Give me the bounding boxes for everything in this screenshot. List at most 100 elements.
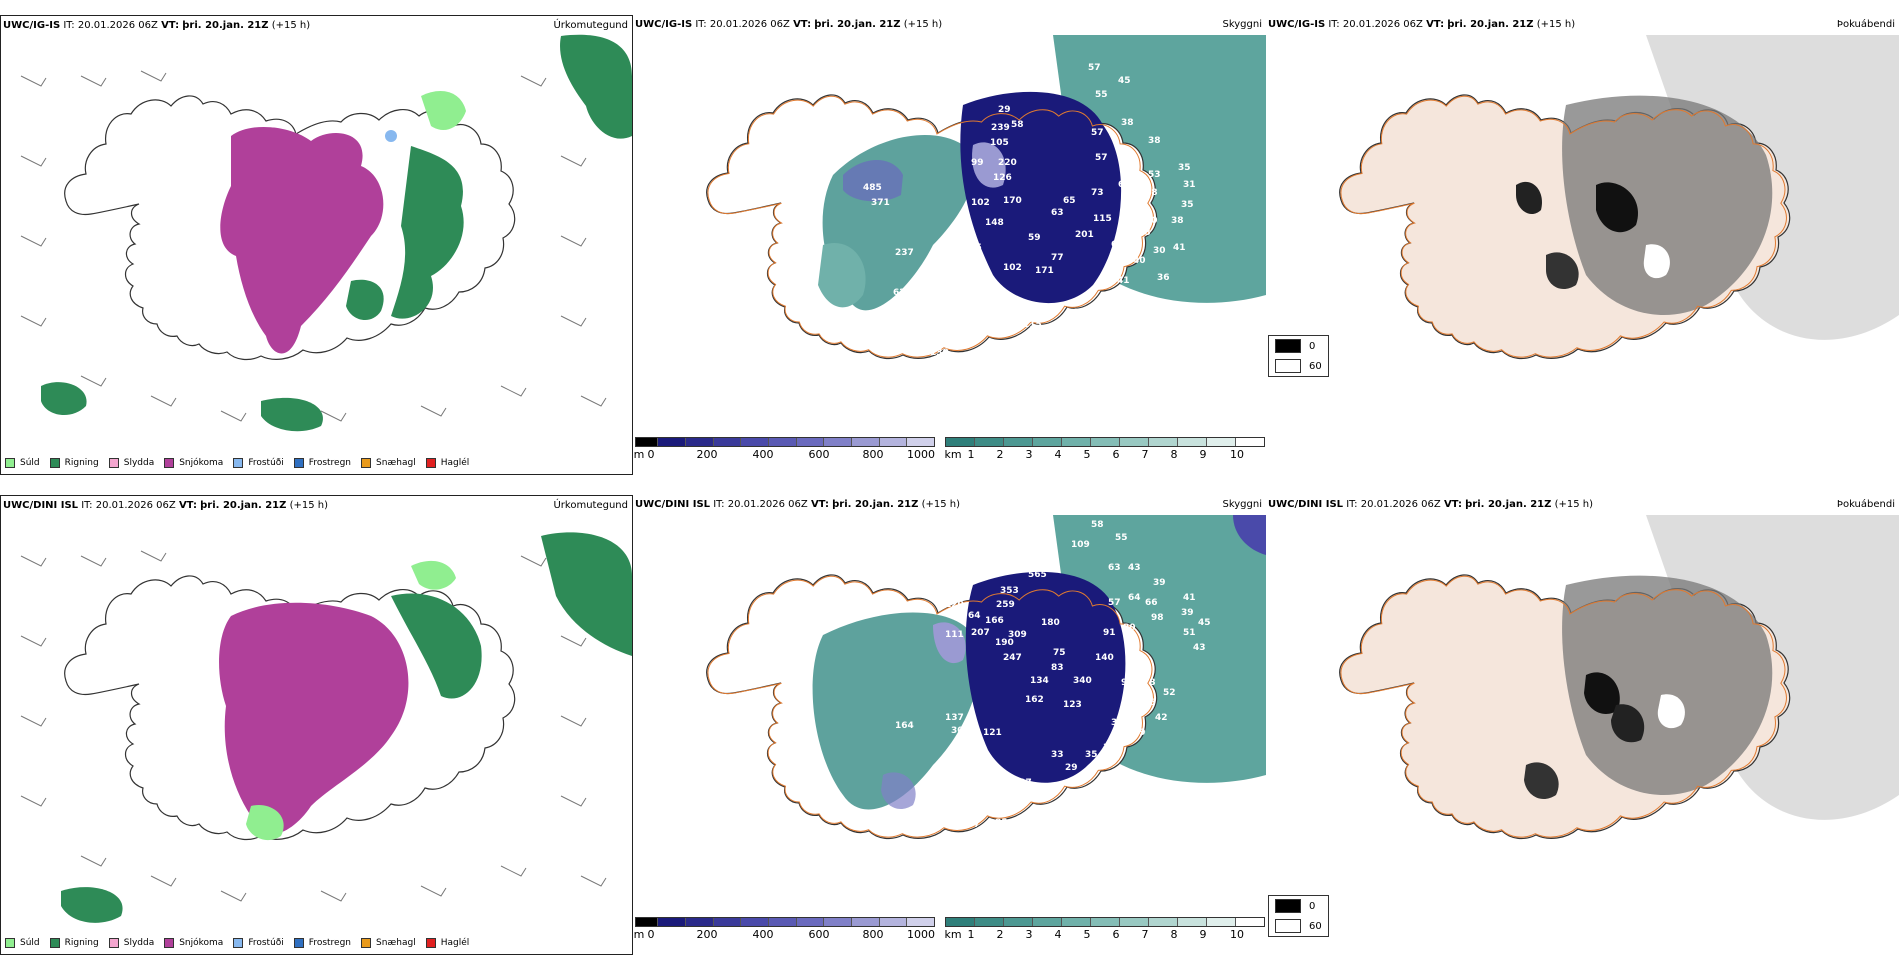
ceiling-label: 39	[1181, 608, 1194, 618]
scale-swatch	[907, 918, 935, 926]
scale-swatch	[852, 918, 880, 926]
scale-swatch	[1207, 438, 1236, 446]
ceiling-label: 38	[1171, 216, 1184, 226]
ceiling-label: 35	[1085, 750, 1098, 760]
ceiling-scale-bar	[635, 917, 935, 927]
scale-tick: 8	[1170, 448, 1178, 461]
scale-swatch	[796, 918, 825, 926]
ceiling-label: 485	[863, 183, 882, 193]
scale-swatch	[879, 918, 908, 926]
legend-swatch	[425, 458, 436, 468]
ceiling-label: 137	[945, 713, 964, 723]
ceiling-label: 35	[1181, 200, 1194, 210]
ceiling-label: 55	[1095, 90, 1108, 100]
scale-tick: 8	[1170, 928, 1178, 941]
legend-swatch	[108, 938, 119, 948]
ceiling-scale-bar	[635, 437, 935, 447]
scale-swatch	[975, 438, 1004, 446]
ceiling-label: 102	[971, 198, 990, 208]
scale-swatch	[975, 918, 1004, 926]
ceiling-label: 285	[963, 243, 982, 253]
legend-swatch	[233, 458, 244, 468]
fog-legend: 0 60	[1268, 895, 1329, 937]
visibility-colorbar: km 1 2 3 4 5 6 7 8 9 10	[944, 437, 1265, 461]
ceiling-labels: 57 45 55 38 57 38 57 48 53 35 31 73 67 6…	[863, 63, 1196, 393]
ceiling-label: 46	[1066, 308, 1079, 318]
ceiling-label: 58	[1011, 120, 1024, 130]
scale-swatch	[824, 438, 853, 446]
legend-swatch	[108, 458, 119, 468]
scale-swatch	[713, 918, 742, 926]
scale-tick: 4	[1054, 448, 1062, 461]
ceiling-label: 123	[1063, 700, 1082, 710]
ceiling-label: 107	[1001, 800, 1020, 810]
scale-tick: 5	[1083, 448, 1091, 461]
panel-title: Þokuábendi	[1836, 499, 1895, 510]
panel-title: Skyggni	[1222, 19, 1262, 30]
ceiling-label: 43	[1128, 563, 1141, 573]
clouds-map: 58 109 55 63 43 39 41 57 64 66 98 39 45 …	[706, 515, 1266, 876]
legend-item: Haglél	[425, 458, 469, 468]
ceiling-label: 43	[1193, 643, 1206, 653]
panel-header: UWC/DINI ISL IT: 20.01.2026 06Z VT: þri.…	[1268, 499, 1594, 510]
scale-swatch	[1120, 918, 1149, 926]
panel-header: UWC/IG-IS IT: 20.01.2026 06Z VT: þri. 20…	[1268, 19, 1576, 30]
scale-tick: 800	[862, 448, 884, 461]
ceiling-label: 29	[1065, 763, 1078, 773]
scale-tick: 3	[1025, 928, 1033, 941]
ceiling-label: 85	[995, 818, 1008, 828]
scale-swatch	[879, 438, 908, 446]
ceiling-label: 99	[971, 158, 984, 168]
scale-tick: 9	[1199, 928, 1207, 941]
scale-swatch	[796, 438, 825, 446]
scale-swatch	[658, 918, 686, 926]
scale-swatch	[769, 438, 797, 446]
panel-header: UWC/IG-IS IT: 20.01.2026 06Z VT: þri. 20…	[3, 20, 311, 31]
ceiling-label: 36	[1157, 273, 1170, 283]
legend-item: Snæhagl	[361, 458, 416, 468]
fog-map	[1339, 515, 1899, 840]
ceiling-label: 111	[913, 866, 932, 876]
scale-swatch	[1149, 918, 1178, 926]
ceiling-label: 247	[1003, 653, 1022, 663]
scale-swatch	[1149, 438, 1178, 446]
ceiling-label: 65	[1063, 196, 1076, 206]
ceiling-label: 309	[1008, 630, 1027, 640]
scale-tick: 0	[647, 928, 655, 941]
ceiling-label: 180	[1041, 618, 1060, 628]
ceiling-label: 140	[1095, 653, 1114, 663]
scale-swatch	[946, 438, 975, 446]
ceiling-label: 171	[1035, 266, 1054, 276]
ceiling-label: 162	[1025, 695, 1044, 705]
ceiling-label: 38	[1148, 136, 1161, 146]
ceiling-label: 57	[1108, 598, 1121, 608]
legend-item: Súld	[5, 458, 40, 468]
scale-tick: 3	[1025, 448, 1033, 461]
ceiling-label: 66	[1145, 598, 1158, 608]
fog-panel-top: UWC/IG-IS IT: 20.01.2026 06Z VT: þri. 20…	[1266, 15, 1899, 475]
ceiling-label: 207	[971, 628, 990, 638]
scale-swatch	[907, 438, 935, 446]
ceiling-label: 83	[1051, 663, 1064, 673]
ceiling-label: 35	[1178, 163, 1191, 173]
ceiling-label: 38	[1145, 188, 1158, 198]
ceiling-label: 29	[998, 105, 1011, 115]
scale-tick: 600	[808, 448, 830, 461]
ceiling-label: 115	[1023, 320, 1042, 330]
ceiling-label: 77	[1051, 253, 1064, 263]
ceiling-label: 75	[1053, 648, 1066, 658]
legend-item: Frostregn	[293, 938, 351, 948]
clouds-map: 57 45 55 38 57 38 57 48 53 35 31 73 67 6…	[706, 35, 1266, 393]
ceiling-label: 237	[895, 248, 914, 258]
ceiling-label: 39	[1133, 728, 1146, 738]
legend-item: Frostregn	[293, 458, 351, 468]
ceiling-label: 42	[1155, 713, 1168, 723]
scale-swatch	[1178, 918, 1207, 926]
legend-swatch	[361, 458, 372, 468]
legend-item: 0	[1269, 336, 1328, 356]
scale-tick: 10	[1230, 448, 1244, 461]
scale-tick: 1000	[907, 928, 935, 941]
visibility-scale-bar	[945, 437, 1265, 447]
ceiling-label: 31	[1103, 743, 1116, 753]
legend-swatch	[425, 938, 436, 948]
